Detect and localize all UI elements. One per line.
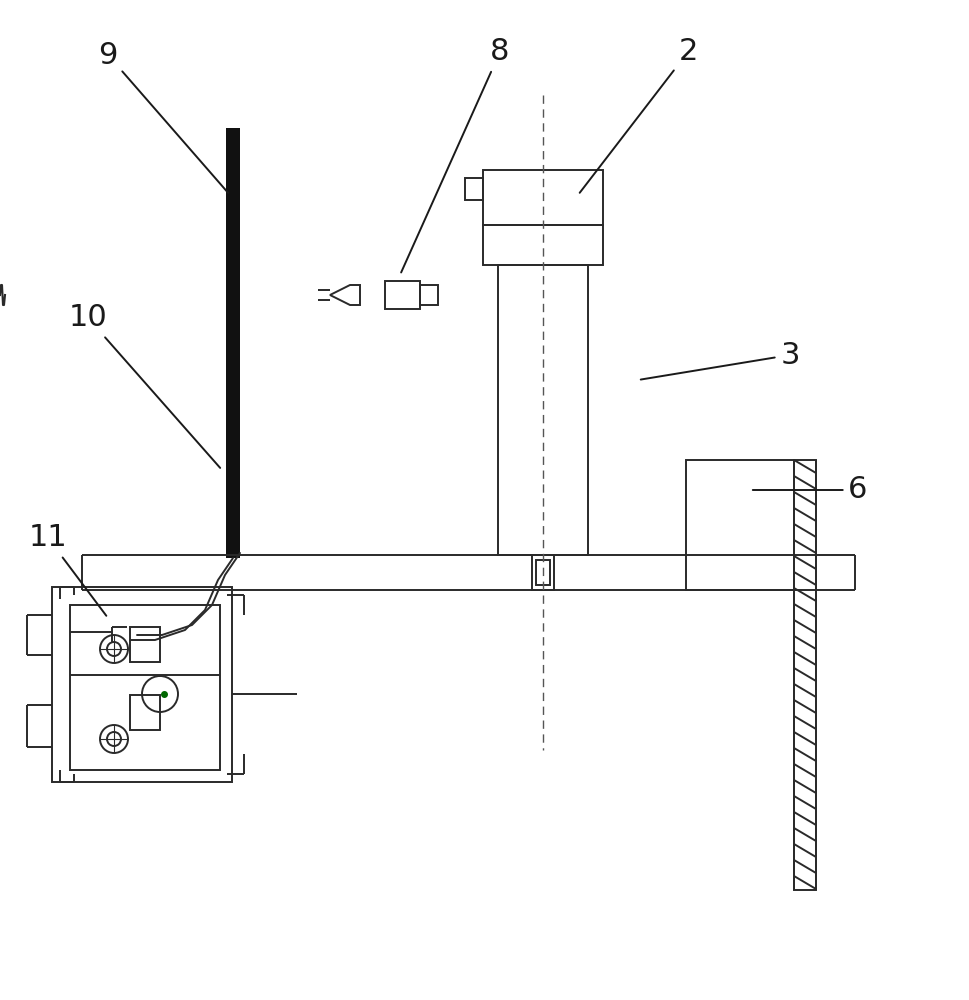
Bar — [385, 281, 420, 309]
Bar — [226, 128, 240, 558]
Bar — [130, 695, 160, 730]
Bar — [130, 627, 160, 662]
Text: 8: 8 — [401, 37, 510, 272]
Text: 2: 2 — [579, 37, 698, 193]
Bar — [483, 225, 603, 265]
Bar — [532, 555, 554, 590]
Bar — [536, 560, 550, 585]
Bar — [498, 265, 588, 555]
Text: 6: 6 — [753, 476, 867, 504]
Text: 3: 3 — [641, 340, 799, 380]
Bar — [52, 587, 232, 782]
Text: 9: 9 — [98, 40, 228, 193]
Text: 10: 10 — [69, 304, 220, 468]
Bar — [70, 605, 220, 770]
Text: 11: 11 — [29, 524, 107, 616]
Bar — [420, 285, 438, 305]
Bar — [794, 460, 816, 890]
Bar — [465, 178, 483, 200]
Bar — [483, 170, 603, 225]
Bar — [686, 460, 794, 590]
